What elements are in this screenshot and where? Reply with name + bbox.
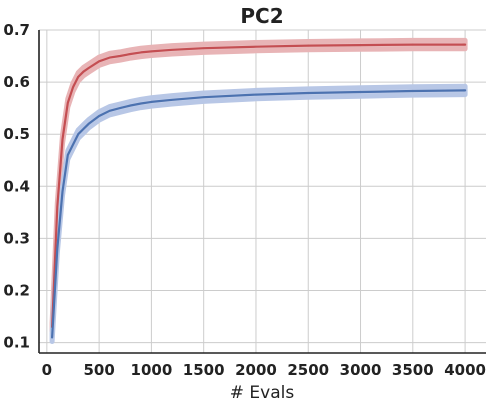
grid [39,29,486,353]
x-tick-label: 3500 [392,361,434,379]
y-tick-label: 0.2 [3,281,30,299]
x-tick-label: 0 [42,361,52,379]
y-tick-label: 0.4 [3,177,30,195]
y-tick-label: 0.1 [3,334,30,352]
x-tick-label: 2000 [235,361,277,379]
axes [38,30,486,354]
x-tick-labels: 0 500 1000 1500 2000 2500 3000 3500 4000 [42,361,486,379]
x-tick-label: 500 [83,361,114,379]
y-tick-label: 0.5 [3,125,30,143]
series-1-line [50,89,467,339]
x-tick-label: 2500 [287,361,329,379]
x-tick-label: 1500 [183,361,225,379]
chart-title: PC2 [240,4,283,28]
x-axis-label: # Evals [230,383,295,403]
series-0-band [49,37,468,334]
x-tick-label: 4000 [444,361,486,379]
x-tick-label: 1000 [131,361,173,379]
x-tick-label: 3000 [340,361,382,379]
series-layer [49,37,468,344]
y-tick-labels: 0.1 0.2 0.3 0.4 0.5 0.6 0.7 [3,21,30,352]
series-0-line [50,43,467,329]
y-tick-label: 0.3 [3,229,30,247]
y-tick-label: 0.6 [3,73,30,91]
y-tick-label: 0.7 [3,21,30,39]
series-1-band [49,83,468,344]
